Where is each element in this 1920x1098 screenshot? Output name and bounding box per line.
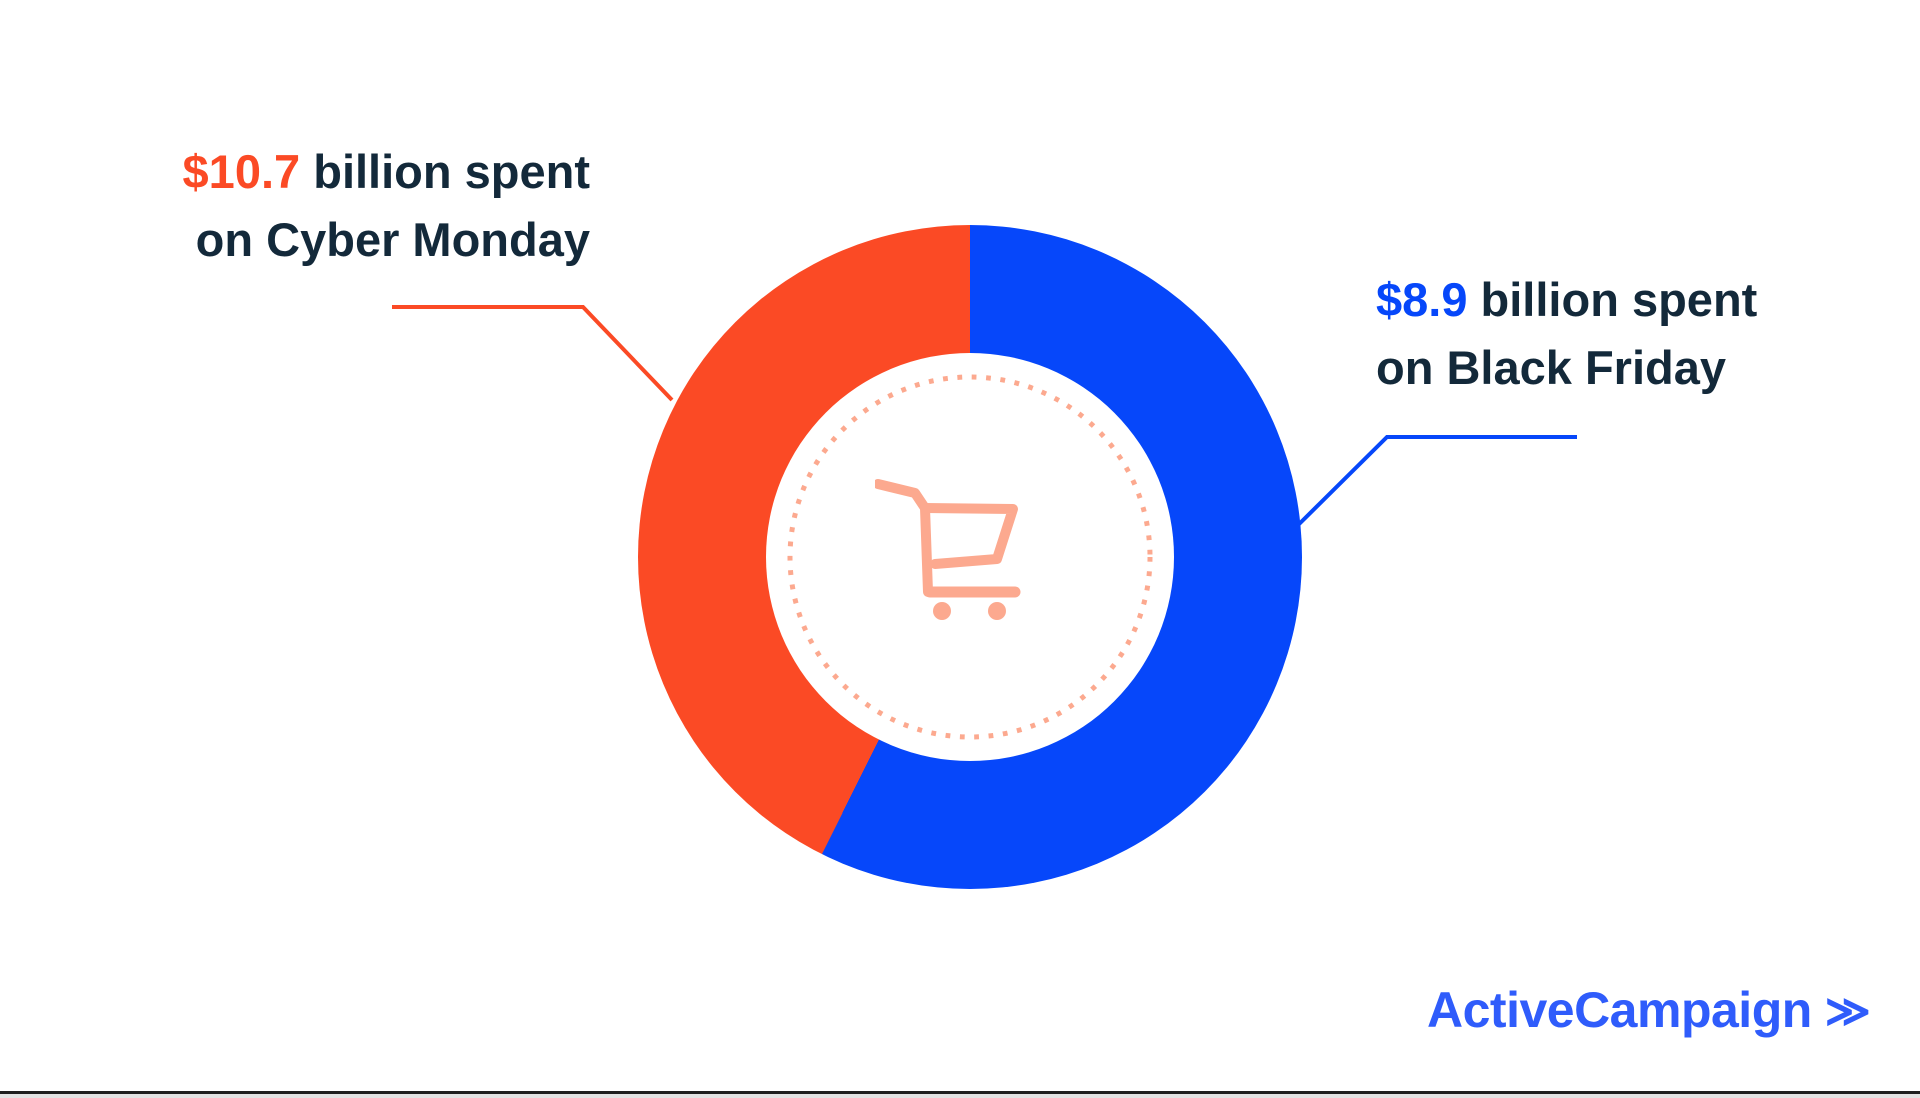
leader-line-black-friday bbox=[1283, 435, 1577, 540]
activecampaign-logo: ActiveCampaign ≫ bbox=[1427, 981, 1871, 1039]
label-black-friday: $8.9 billion spent on Black Friday bbox=[1376, 266, 1757, 402]
label-black-friday-line1: $8.9 billion spent bbox=[1376, 266, 1757, 334]
black-friday-amount: $8.9 bbox=[1376, 273, 1468, 326]
activecampaign-logo-text: ActiveCampaign bbox=[1427, 982, 1812, 1038]
black-friday-line1-rest: billion spent bbox=[1467, 273, 1758, 326]
label-cyber-monday-line1: $10.7 billion spent bbox=[150, 138, 590, 206]
activecampaign-arrow-icon: ≫ bbox=[1824, 986, 1871, 1036]
donut-chart bbox=[638, 225, 1302, 889]
bottom-edge-line bbox=[0, 1091, 1920, 1098]
label-cyber-monday-line2: on Cyber Monday bbox=[195, 213, 590, 266]
label-cyber-monday: $10.7 billion spent on Cyber Monday bbox=[150, 138, 590, 274]
label-black-friday-line2: on Black Friday bbox=[1376, 341, 1726, 394]
cyber-monday-amount: $10.7 bbox=[182, 145, 301, 198]
dotted-circle bbox=[787, 374, 1153, 740]
leader-line-cyber-monday bbox=[392, 305, 674, 402]
shopping-cart-icon bbox=[875, 479, 1021, 620]
cyber-monday-line1-rest: billion spent bbox=[300, 145, 590, 198]
